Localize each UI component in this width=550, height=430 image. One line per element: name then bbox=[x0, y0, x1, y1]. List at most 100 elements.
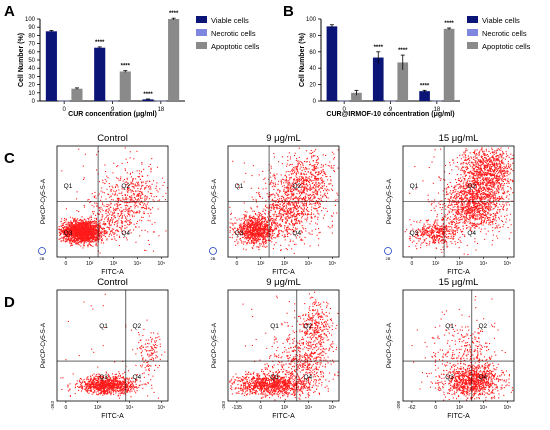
event-dot bbox=[274, 185, 276, 187]
event-dot bbox=[109, 220, 111, 222]
event-dot bbox=[273, 229, 275, 231]
event-dot bbox=[248, 236, 250, 238]
event-dot bbox=[291, 172, 293, 174]
event-dot bbox=[132, 193, 134, 195]
event-dot bbox=[89, 222, 91, 224]
event-dot bbox=[290, 196, 292, 198]
event-dot bbox=[428, 227, 430, 229]
event-dot bbox=[306, 214, 308, 216]
event-dot bbox=[251, 239, 253, 241]
event-dot bbox=[255, 222, 257, 224]
event-dot bbox=[127, 205, 129, 207]
event-dot bbox=[91, 227, 93, 229]
event-dot bbox=[239, 229, 241, 231]
event-dot bbox=[312, 193, 314, 195]
event-dot bbox=[256, 236, 258, 238]
y-tick-label: 40 bbox=[28, 66, 35, 72]
event-dot bbox=[133, 229, 135, 231]
event-dot bbox=[141, 162, 143, 164]
event-dot bbox=[301, 202, 303, 204]
event-dot bbox=[276, 234, 278, 236]
event-dot bbox=[287, 216, 289, 218]
event-dot bbox=[235, 222, 237, 224]
event-dot bbox=[305, 193, 307, 195]
event-dot bbox=[231, 222, 233, 224]
event-dot bbox=[141, 197, 143, 199]
event-dot bbox=[325, 207, 327, 209]
y-tick-label: 80 bbox=[309, 33, 316, 39]
event-dot bbox=[115, 220, 117, 222]
event-dot bbox=[314, 197, 316, 199]
event-dot bbox=[138, 176, 140, 178]
event-dot bbox=[295, 175, 297, 177]
event-dot bbox=[127, 233, 129, 235]
event-dot bbox=[303, 243, 305, 245]
event-dot bbox=[262, 218, 264, 220]
event-dot bbox=[305, 181, 307, 183]
event-dot bbox=[263, 231, 265, 233]
event-dot bbox=[304, 180, 306, 182]
event-dot bbox=[271, 225, 273, 227]
event-dot bbox=[300, 191, 302, 193]
event-dot bbox=[306, 180, 308, 182]
event-dot bbox=[265, 224, 267, 226]
event-dot bbox=[254, 223, 256, 225]
event-dot bbox=[142, 206, 144, 208]
event-dot bbox=[263, 218, 265, 220]
event-dot bbox=[267, 234, 269, 236]
event-dot bbox=[88, 234, 90, 236]
event-dot bbox=[90, 221, 92, 223]
event-dot bbox=[119, 214, 121, 216]
event-dot bbox=[288, 201, 290, 203]
event-dot bbox=[321, 172, 323, 174]
event-dot bbox=[143, 203, 145, 205]
event-dot bbox=[290, 188, 292, 190]
event-dot bbox=[240, 223, 242, 225]
event-dot bbox=[94, 240, 96, 242]
event-dot bbox=[324, 192, 326, 194]
event-dot bbox=[121, 162, 123, 164]
event-dot bbox=[75, 224, 77, 226]
event-dot bbox=[318, 171, 320, 173]
event-dot bbox=[299, 181, 301, 183]
event-dot bbox=[287, 170, 289, 172]
event-dot bbox=[257, 232, 259, 234]
event-dot bbox=[94, 221, 96, 223]
event-dot bbox=[283, 179, 285, 181]
event-dot bbox=[73, 224, 75, 226]
event-dot bbox=[143, 211, 145, 213]
event-dot bbox=[64, 232, 66, 234]
event-dot bbox=[273, 237, 275, 239]
event-dot bbox=[454, 234, 456, 236]
event-dot bbox=[124, 194, 126, 196]
event-dot bbox=[286, 190, 288, 192]
event-dot bbox=[238, 224, 240, 226]
event-dot bbox=[302, 183, 304, 185]
event-dot bbox=[297, 201, 299, 203]
event-dot bbox=[132, 183, 134, 185]
event-dot bbox=[309, 188, 311, 190]
event-dot bbox=[303, 184, 305, 186]
event-dot bbox=[92, 229, 94, 231]
event-dot bbox=[265, 223, 267, 225]
event-dot bbox=[288, 232, 290, 234]
event-dot bbox=[148, 188, 150, 190]
event-dot bbox=[239, 226, 241, 228]
event-dot bbox=[86, 239, 88, 241]
event-dot bbox=[280, 213, 282, 215]
event-dot bbox=[431, 230, 433, 232]
event-dot bbox=[138, 203, 140, 205]
event-dot bbox=[318, 213, 320, 215]
event-dot bbox=[273, 173, 275, 175]
event-dot bbox=[70, 222, 72, 224]
event-dot bbox=[102, 231, 104, 233]
event-dot bbox=[265, 227, 267, 229]
event-dot bbox=[285, 221, 287, 223]
event-dot bbox=[108, 204, 110, 206]
event-dot bbox=[259, 233, 261, 235]
event-dot bbox=[85, 234, 87, 236]
event-dot bbox=[249, 238, 251, 240]
event-dot bbox=[250, 226, 252, 228]
event-dot bbox=[67, 233, 69, 235]
event-dot bbox=[247, 235, 249, 237]
